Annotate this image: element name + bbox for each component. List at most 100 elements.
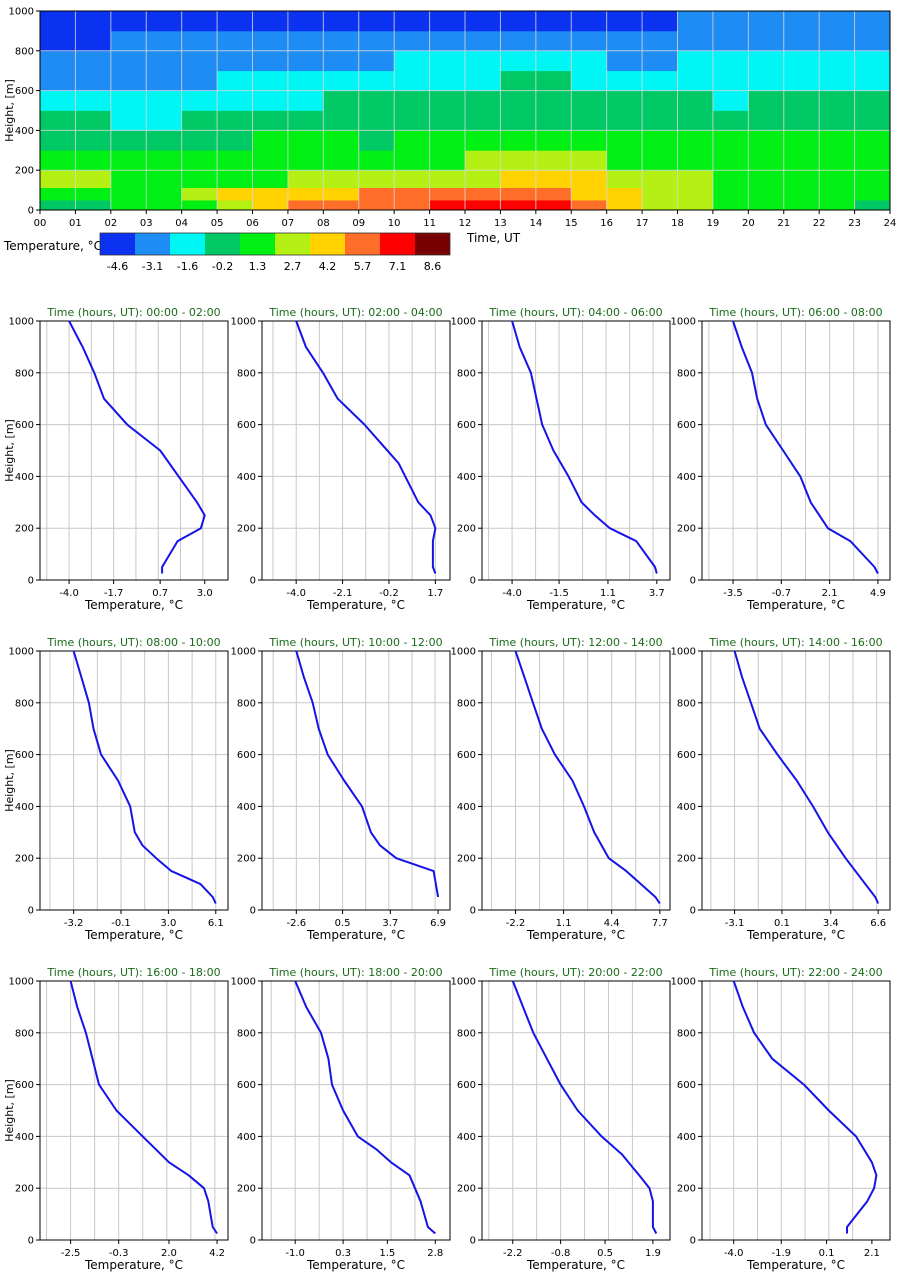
profile-title: Time (hours, UT): 06:00 - 08:00 xyxy=(708,306,882,319)
profile-panel: Time (hours, UT): 14:00 - 16:00 0 200 400 60… xyxy=(671,636,891,942)
heatmap-cell xyxy=(819,187,855,201)
profile-y-tick-label: 400 xyxy=(237,802,256,813)
profile-panel: Time (hours, UT): 10:00 - 12:00 0 200 400 60… xyxy=(231,636,451,942)
heatmap-cell xyxy=(146,70,183,91)
heatmap-cell xyxy=(394,170,430,189)
heatmap-cell xyxy=(819,150,855,171)
heatmap-cell xyxy=(287,200,324,211)
colorbar-swatch xyxy=(275,233,310,255)
heatmap-cell xyxy=(287,150,324,171)
heatmap-cell xyxy=(394,130,430,151)
heatmap-cell xyxy=(783,170,820,189)
heatmap-cell xyxy=(500,30,537,52)
heatmap-cell xyxy=(854,130,891,151)
heatmap-cell xyxy=(783,11,820,32)
heatmap-cell xyxy=(40,170,76,189)
profile-x-tick-label: 2.1 xyxy=(864,1248,880,1259)
profile-y-tick-label: 0 xyxy=(690,576,696,587)
heatmap-cell xyxy=(358,110,395,131)
heatmap-cell xyxy=(181,30,218,52)
heatmap-cell xyxy=(323,200,360,211)
heatmap-cell xyxy=(394,150,430,171)
heatmap-cell xyxy=(854,200,891,211)
profile-x-tick-label: 6.1 xyxy=(208,918,224,929)
heatmap-y-tick-label: 400 xyxy=(15,126,34,137)
heatmap-x-tick-label: 11 xyxy=(423,218,436,229)
heatmap-cell xyxy=(535,170,572,189)
heatmap-cell xyxy=(40,30,76,52)
profile-x-axis-label: Temperature, °C xyxy=(306,1258,405,1272)
heatmap-cell xyxy=(394,90,430,111)
heatmap-x-tick-label: 16 xyxy=(600,218,613,229)
profile-x-axis-label: Temperature, °C xyxy=(84,1258,183,1272)
profile-x-tick-label: -1.0 xyxy=(285,1248,305,1259)
heatmap-cell xyxy=(110,110,147,131)
heatmap-cell xyxy=(75,30,112,52)
profile-y-tick-label: 800 xyxy=(15,698,34,709)
heatmap-cell xyxy=(75,110,112,131)
heatmap-x-tick-label: 10 xyxy=(388,218,401,229)
heatmap-cell xyxy=(677,11,714,32)
profile-frame xyxy=(701,650,891,911)
heatmap-cell xyxy=(748,30,785,52)
heatmap-cell xyxy=(677,30,714,52)
heatmap-cell xyxy=(110,50,147,72)
profile-x-tick-label: -0.8 xyxy=(551,1248,571,1259)
colorbar-value-label: 2.7 xyxy=(284,260,302,273)
heatmap-cell xyxy=(75,11,112,32)
profile-x-tick-label: -3.2 xyxy=(64,918,84,929)
heatmap-cell xyxy=(252,70,289,91)
heatmap-cell xyxy=(181,187,218,201)
heatmap-cell xyxy=(146,130,183,151)
profile-x-tick-label: -4.0 xyxy=(724,1248,744,1259)
heatmap-cell xyxy=(429,130,466,151)
profile-panel: Time (hours, UT): 22:00 - 24:00 0 200 400 60… xyxy=(671,966,891,1272)
profile-y-tick-label: 200 xyxy=(457,854,476,865)
profile-y-tick-label: 200 xyxy=(677,854,696,865)
profile-x-tick-label: -4.0 xyxy=(502,588,522,599)
profile-panel: Time (hours, UT): 18:00 - 20:00 0 200 400 60… xyxy=(231,966,451,1272)
heatmap-cell xyxy=(571,150,608,171)
colorbar-swatch xyxy=(205,233,240,255)
profile-y-axis-label: Height, [m] xyxy=(3,749,16,812)
profile-x-tick-label: 3.0 xyxy=(197,588,213,599)
colorbar-value-label: -4.6 xyxy=(107,260,128,273)
profile-y-tick-label: 1000 xyxy=(451,977,476,988)
heatmap-cell xyxy=(535,110,572,131)
profile-x-tick-label: 0.3 xyxy=(335,1248,351,1259)
profile-x-tick-label: 6.9 xyxy=(430,918,446,929)
heatmap-cell xyxy=(642,200,678,211)
heatmap-cell xyxy=(748,200,785,211)
heatmap-cell xyxy=(181,170,218,189)
heatmap-cell xyxy=(146,90,183,111)
heatmap-cell xyxy=(217,50,253,72)
profile-x-axis-label: Temperature, °C xyxy=(526,928,625,942)
heatmap-cell xyxy=(748,150,785,171)
heatmap-cell xyxy=(783,150,820,171)
heatmap-cell xyxy=(287,70,324,91)
heatmap-cell xyxy=(181,70,218,91)
profile-y-tick-label: 600 xyxy=(237,420,256,431)
profile-title: Time (hours, UT): 18:00 - 20:00 xyxy=(268,966,442,979)
heatmap-cell xyxy=(40,200,76,211)
heatmap-cell xyxy=(217,11,253,32)
heatmap-cell xyxy=(217,90,253,111)
profile-y-tick-label: 200 xyxy=(677,524,696,535)
heatmap-cell xyxy=(40,187,76,201)
heatmap-cell xyxy=(712,110,749,131)
profile-x-tick-label: 3.7 xyxy=(649,588,665,599)
heatmap-x-tick-label: 08 xyxy=(317,218,330,229)
heatmap-cell xyxy=(748,130,785,151)
heatmap-cell xyxy=(535,11,572,32)
profile-x-tick-label: 2.0 xyxy=(161,1248,177,1259)
heatmap-cell xyxy=(606,11,643,32)
heatmap-cell xyxy=(323,70,360,91)
profile-x-tick-label: -1.7 xyxy=(104,588,124,599)
heatmap-cell xyxy=(429,170,466,189)
profile-y-tick-label: 400 xyxy=(15,472,34,483)
profile-y-tick-label: 400 xyxy=(15,1132,34,1143)
profile-frame xyxy=(39,980,229,1241)
profile-y-tick-label: 0 xyxy=(28,1236,34,1247)
profile-title: Time (hours, UT): 14:00 - 16:00 xyxy=(708,636,882,649)
